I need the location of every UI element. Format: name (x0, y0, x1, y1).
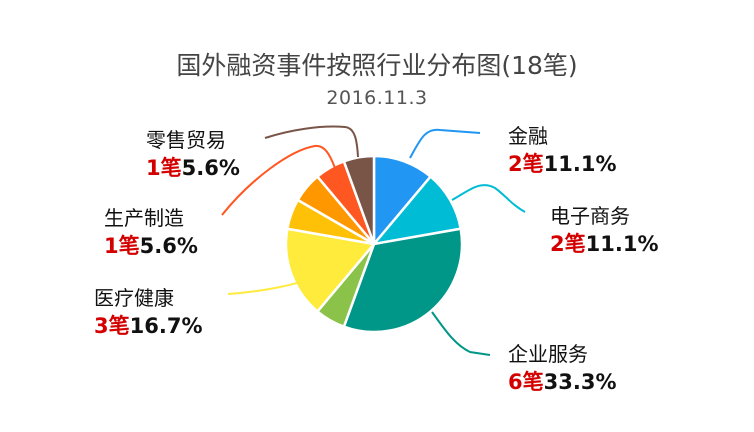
label-retail: 零售贸易 1笔5.6% (146, 128, 240, 180)
label-manufacturing: 生产制造 1笔5.6% (104, 206, 198, 258)
chart-title: 国外融资事件按照行业分布图(18笔) (176, 51, 578, 80)
label-enterprise: 企业服务 6笔33.3% (508, 342, 617, 394)
leader-lines (221, 125, 526, 356)
pie-slices (284, 154, 464, 334)
label-ecommerce: 电子商务 2笔11.1% (550, 204, 659, 256)
pie-slice (342, 227, 464, 334)
pie-slice (342, 154, 376, 245)
chart-subtitle: 2016.11.3 (326, 87, 428, 109)
label-health: 医疗健康 3笔16.7% (94, 286, 203, 338)
label-finance: 金融 2笔11.1% (508, 124, 617, 176)
pie-slice (284, 227, 377, 314)
